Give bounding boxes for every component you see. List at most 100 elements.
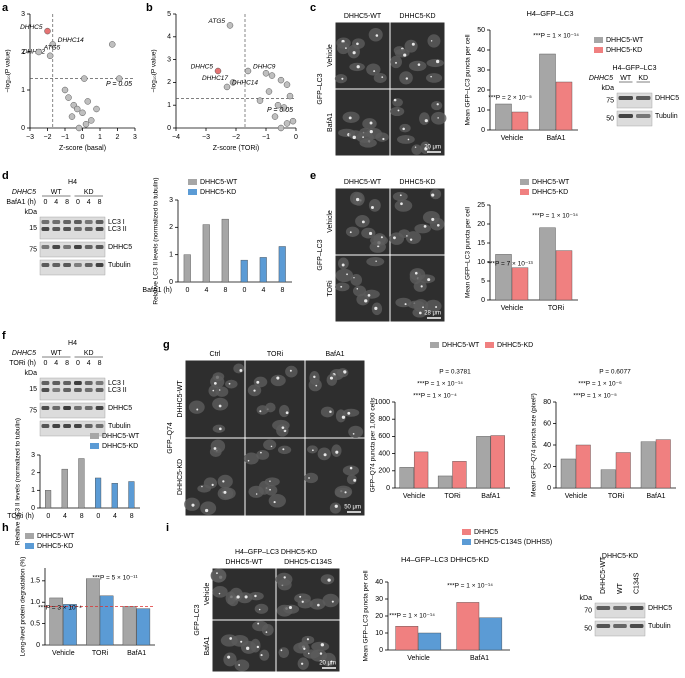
cell — [352, 285, 367, 297]
channel-label: GFP–LC3 — [317, 73, 324, 104]
legend-label: DHHC5-WT — [442, 342, 480, 349]
panel-letter: b — [146, 2, 153, 14]
kda-label: 50 — [584, 625, 592, 632]
legend-label: DHHC5-C134S (DHHS5) — [474, 539, 552, 546]
blot-band — [52, 406, 61, 410]
bar — [202, 224, 210, 283]
x-tick-label: Vehicle — [407, 655, 430, 662]
cell — [326, 374, 338, 386]
puncta — [319, 652, 323, 655]
column-label: DHHC5-C134S — [284, 559, 332, 566]
cell — [408, 60, 427, 72]
x-tick-label: −1 — [61, 134, 69, 141]
legend-label: DHHC5-WT — [532, 179, 570, 186]
bar — [511, 111, 529, 131]
puncta — [373, 70, 376, 73]
lane-label: 4 — [87, 360, 91, 367]
lane-label: 0 — [43, 199, 47, 206]
puncta — [283, 576, 286, 579]
cell — [334, 74, 348, 84]
group-label: WT — [51, 350, 63, 357]
cell — [220, 487, 236, 500]
y-axis-label: −log₁₀(P value) — [151, 49, 158, 92]
puncta — [317, 603, 320, 607]
annotation: ***P = 1 × 10⁻¹⁴ — [447, 583, 493, 590]
puncta — [431, 217, 435, 221]
blot-band — [63, 381, 71, 385]
x-axis-label: Z-score (TORi) — [213, 145, 260, 152]
cell — [366, 63, 381, 76]
blot-band — [95, 388, 104, 392]
bar — [476, 436, 491, 489]
y-axis-label: −log₁₀(P value) — [5, 49, 12, 92]
cell — [389, 106, 405, 117]
cell — [427, 34, 441, 48]
legend-swatch — [520, 189, 529, 195]
y-tick-label: 0 — [547, 485, 551, 492]
puncta — [344, 491, 347, 494]
x-tick-label: Vehicle — [403, 493, 426, 500]
puncta — [414, 146, 417, 148]
group-label: KD — [84, 189, 94, 196]
y-tick-label: 1 — [31, 487, 35, 494]
legend-label: DHHC5-WT — [102, 433, 140, 440]
column-label: DHHC5-WT — [344, 179, 382, 186]
blot-strip — [39, 402, 106, 419]
cell — [426, 58, 444, 68]
x-tick-label: 8 — [130, 513, 134, 520]
bar — [511, 267, 529, 301]
cell — [212, 397, 229, 411]
bar — [128, 481, 135, 509]
bar — [111, 483, 118, 509]
puncta — [236, 595, 240, 599]
blot-band — [84, 388, 93, 392]
legend-swatch — [594, 37, 603, 43]
blot-band — [52, 388, 61, 392]
cell — [203, 477, 218, 489]
y-tick-label: 40 — [543, 442, 551, 449]
panel-letter: a — [2, 2, 9, 14]
puncta — [382, 137, 385, 141]
puncta — [260, 451, 262, 454]
lane-label: 0 — [43, 360, 47, 367]
y-tick-label: 50 — [477, 27, 485, 34]
puncta — [253, 389, 256, 392]
cell — [217, 474, 233, 489]
puncta — [430, 75, 432, 78]
blot-band — [41, 406, 50, 410]
puncta — [364, 299, 368, 303]
cell — [419, 112, 430, 125]
point — [116, 75, 123, 82]
point — [46, 52, 54, 60]
cell — [225, 379, 238, 389]
puncta — [352, 135, 356, 140]
point — [271, 113, 279, 120]
puncta — [341, 77, 344, 80]
puncta — [356, 65, 360, 69]
lane-label: 8 — [98, 360, 102, 367]
puncta — [313, 375, 316, 379]
y-axis-label: Long-lived protein degradation (%) — [20, 557, 27, 657]
y-tick-label: 0 — [481, 127, 485, 134]
annotation: ***P = 2 × 10⁻⁵ — [488, 95, 532, 102]
y-tick-label: 0 — [481, 297, 485, 304]
y-tick-label: 20 — [477, 87, 485, 94]
legend-label: DHHC5-KD — [532, 189, 568, 196]
kda-label: 70 — [584, 607, 592, 614]
blot-band — [41, 388, 50, 392]
y-tick-label: 200 — [378, 468, 390, 475]
x-tick-label: Vehicle — [565, 493, 588, 500]
cell — [350, 191, 363, 206]
group-label: WT — [620, 75, 632, 82]
legend-label: DHHC5-KD — [497, 342, 533, 349]
panel-letter: g — [163, 339, 170, 351]
bar — [490, 435, 505, 489]
blot-band — [63, 245, 71, 249]
cell — [322, 593, 339, 608]
puncta — [404, 303, 407, 306]
x-tick-label: 0 — [294, 134, 298, 141]
cell — [229, 587, 243, 602]
column-label: DHHC5-WT — [225, 559, 263, 566]
band-label: Tubulin — [108, 423, 131, 430]
puncta — [420, 285, 423, 288]
